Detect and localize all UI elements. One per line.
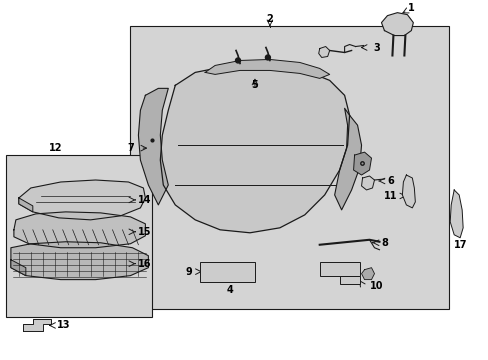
Text: 17: 17 <box>453 240 467 250</box>
Polygon shape <box>318 46 329 58</box>
Text: 10: 10 <box>369 280 382 291</box>
Polygon shape <box>19 180 145 220</box>
Polygon shape <box>138 88 168 205</box>
Polygon shape <box>19 198 33 212</box>
Bar <box>6 155 152 318</box>
Circle shape <box>235 58 240 63</box>
Polygon shape <box>353 152 371 175</box>
Bar <box>339 276 359 284</box>
Bar <box>200 262 254 282</box>
Text: 16: 16 <box>138 259 152 269</box>
Text: 11: 11 <box>383 191 397 201</box>
Text: 2: 2 <box>266 14 273 24</box>
Text: 7: 7 <box>127 143 134 153</box>
Polygon shape <box>23 319 51 332</box>
Polygon shape <box>361 176 374 190</box>
Text: 4: 4 <box>226 284 233 294</box>
Text: 6: 6 <box>386 176 393 186</box>
Polygon shape <box>205 59 329 78</box>
Polygon shape <box>11 260 26 276</box>
Text: 1: 1 <box>407 3 414 13</box>
Polygon shape <box>11 242 148 280</box>
Polygon shape <box>361 268 374 280</box>
Text: 9: 9 <box>185 267 192 276</box>
Bar <box>319 262 359 276</box>
Text: 8: 8 <box>381 238 387 248</box>
Polygon shape <box>381 13 412 36</box>
Text: 13: 13 <box>57 320 70 330</box>
Text: 15: 15 <box>138 227 152 237</box>
Polygon shape <box>14 212 145 248</box>
Bar <box>130 26 448 310</box>
Polygon shape <box>402 175 414 208</box>
Text: 14: 14 <box>138 195 152 205</box>
Circle shape <box>265 55 270 60</box>
Polygon shape <box>334 108 361 210</box>
Text: 3: 3 <box>373 42 380 53</box>
Polygon shape <box>160 66 349 233</box>
Polygon shape <box>449 190 462 238</box>
Text: 12: 12 <box>49 143 62 153</box>
Text: 5: 5 <box>251 80 258 90</box>
